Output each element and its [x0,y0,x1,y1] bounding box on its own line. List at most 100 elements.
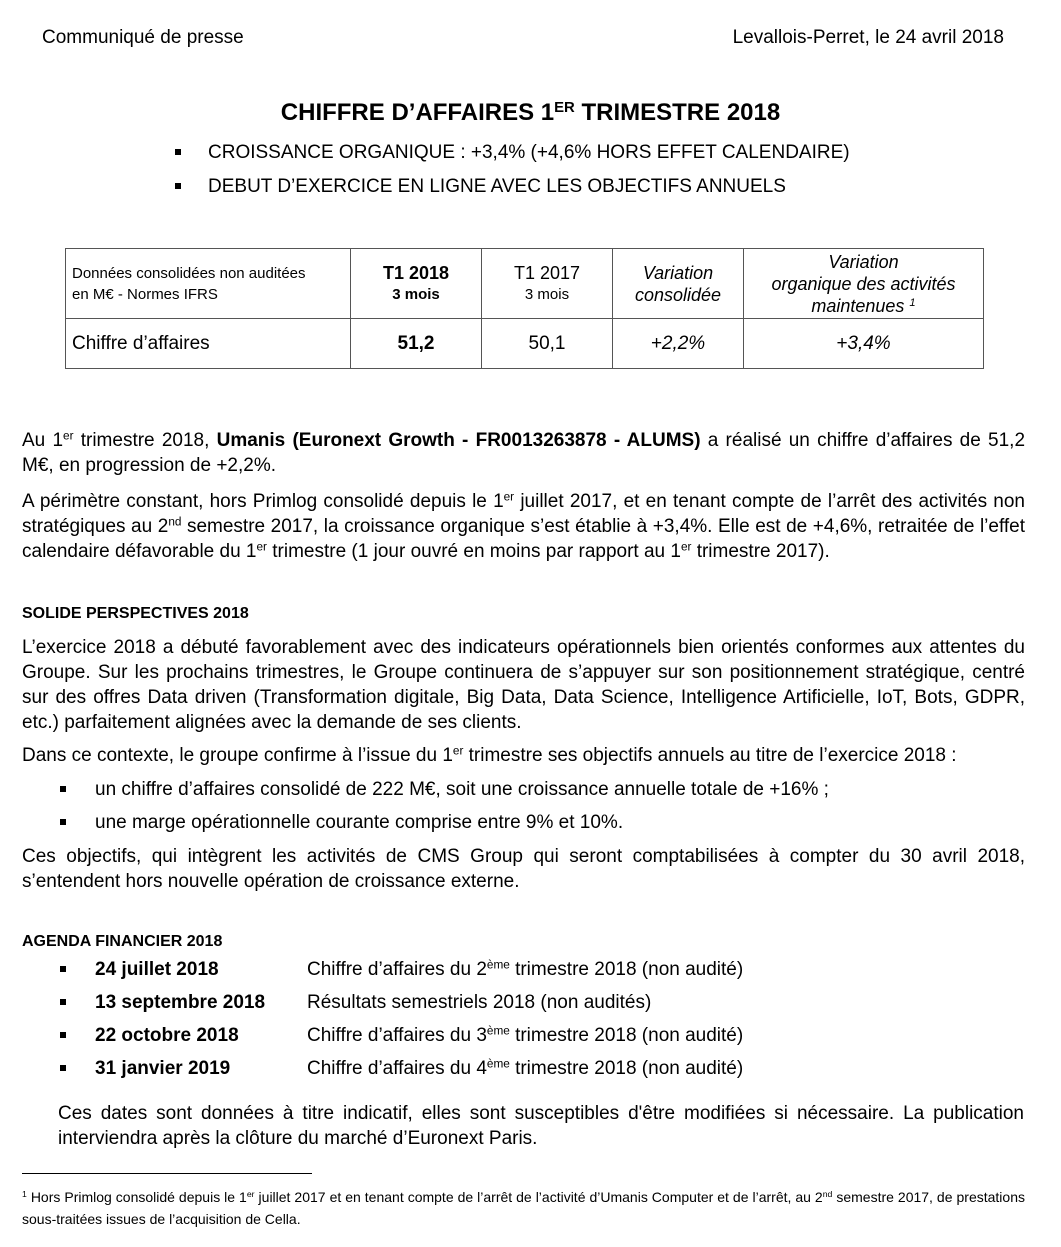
highlight: DEBUT D’EXERCICE EN LIGNE AVEC LES OBJEC… [208,176,786,197]
cell: Chiffre d’affaires [65,318,351,369]
bullet-text: une marge opérationnelle courante compri… [95,812,624,833]
text: CHIFFRE D’AFFAIRES 1 [280,99,555,126]
superscript: er [452,744,464,758]
header-row: Données consolidées non auditées en M€ - … [65,248,984,319]
cell-line: en M€ - Normes IFRS [72,284,346,305]
results-table: Données consolidées non auditées en M€ - … [65,248,984,369]
text: a réalisé un chiffre d’affaires de 51,2 … [22,430,1026,476]
cell-line: consolidée [617,284,739,306]
cell: 50,1 [481,318,613,369]
text: 3 mois [524,285,570,303]
bullet [60,999,66,1005]
text: A périmètre constant, hors Primlog conso… [22,491,504,512]
superscript: ème [486,1024,510,1038]
cell-line: Variation [748,251,979,273]
paragraph: A périmètre constant, hors Primlog conso… [22,489,1025,564]
footnote: 1 Hors Primlog consolidé depuis le 1er j… [22,1186,1025,1230]
agenda-event: Chiffre d’affaires du 4ème trimestre 201… [307,1056,743,1081]
agenda-date: 22 octobre 2018 [95,1025,239,1046]
agenda-event: Résultats semestriels 2018 (non audités) [307,990,651,1015]
text: juillet 2017 et en tenant compte de l’ar… [254,1189,823,1205]
text: semestre 2017, la croissance organique s… [22,516,1026,562]
superscript: er [63,429,74,443]
agenda-date: 24 juillet 2018 [95,959,219,980]
superscript: er [680,540,692,554]
text: trimestre 2017). [691,541,830,562]
bullet-text: un chiffre d’affaires consolidé de 222 M… [95,779,829,800]
bullet [60,786,66,792]
header-cell: T1 2017 3 mois [481,248,613,319]
cell-line: Variation [617,262,739,284]
section-heading: AGENDA FINANCIER 2018 [22,933,223,950]
text: organique des activités [771,273,956,294]
superscript: ER [554,99,575,116]
cell-line: T1 2017 [486,262,608,284]
text: TRIMESTRE 2018 [574,99,781,126]
cell-line: organique des activités [748,273,979,295]
text: trimestre 2018 (non audité) [509,1025,744,1046]
bullet [60,966,66,972]
agenda-date: 31 janvier 2019 [95,1058,231,1079]
data-row: Chiffre d’affaires 51,2 50,1 +2,2% +3,4% [65,318,984,369]
bullet [175,149,181,155]
text: Chiffre d’affaires du 4 [307,1058,487,1079]
header-right: Levallois-Perret, le 24 avril 2018 [732,27,1004,48]
superscript: er [503,490,515,504]
cell-line: Données consolidées non auditées [72,263,346,284]
superscript: er [246,1189,255,1200]
text: consolidée [634,284,722,305]
text: maintenues [811,295,910,316]
text: trimestre 2018, [73,430,217,451]
footnote-rule [22,1173,312,1174]
text: T1 2017 [513,262,581,283]
header-cell: Variation consolidée [612,248,744,319]
header-cell: Variation organique des activités maintenu… [743,248,984,319]
cell: +3,4% [743,318,984,369]
text: Dans ce contexte, le groupe confirme à l… [22,745,453,766]
text: trimestre 2018 (non audité) [509,959,744,980]
highlight: CROISSANCE ORGANIQUE : +3,4% (+4,6% HORS… [208,142,850,163]
text: semestre 2017, de prestations sous-trait… [22,1189,1025,1227]
superscript: 1 [909,296,916,309]
bullet [60,1032,66,1038]
header-left: Communiqué de presse [42,27,244,48]
bullet [60,1065,66,1071]
paragraph: Au 1er trimestre 2018, Umanis (Euronext … [22,428,1025,478]
superscript: nd [168,515,182,529]
cell-line: T1 2018 [355,262,477,284]
agenda-event: Chiffre d’affaires du 2ème trimestre 201… [307,957,743,982]
text: Variation [642,262,714,283]
text: en M€ - Normes IFRS [72,285,218,303]
bullet [60,819,66,825]
cell-line: 3 mois [486,284,608,306]
header-cell: T1 2018 3 mois [350,248,482,319]
bullet [175,183,181,189]
text: Variation [828,251,899,272]
superscript: ème [486,1057,510,1071]
superscript: nd [822,1189,833,1200]
text: Au 1 [22,430,64,451]
superscript: ème [486,958,510,972]
text: Chiffre d’affaires du 2 [307,959,487,980]
text: 3 mois [392,285,440,303]
cell: 51,2 [350,318,482,369]
section-heading: SOLIDE PERSPECTIVES 2018 [22,605,249,622]
text: Résultats semestriels 2018 (non audités) [307,992,652,1013]
paragraph: L’exercice 2018 a débuté favorablement a… [22,635,1025,735]
superscript: er [256,540,267,554]
text: L’exercice 2018 a débuté favorablement a… [22,637,1025,733]
title: CHIFFRE D’AFFAIRES 1ER TRIMESTRE 2018 [0,98,1061,128]
text: T1 2018 [382,262,450,283]
header-cell: Données consolidées non auditées en M€ - … [65,248,351,319]
text: trimestre (1 jour ouvré en moins par rap… [266,541,681,562]
text: trimestre ses objectifs annuels au titre… [463,745,957,766]
text: Hors Primlog consolidé depuis le 1 [26,1189,247,1205]
text: Chiffre d’affaires du 3 [307,1025,487,1046]
text: trimestre 2018 (non audité) [509,1058,744,1079]
superscript: 1 [22,1189,27,1200]
paragraph: Ces objectifs, qui intègrent les activit… [22,846,1025,892]
text: Données consolidées non auditées [72,264,306,282]
bold-text: Umanis (Euronext Growth - FR0013263878 -… [216,430,701,451]
